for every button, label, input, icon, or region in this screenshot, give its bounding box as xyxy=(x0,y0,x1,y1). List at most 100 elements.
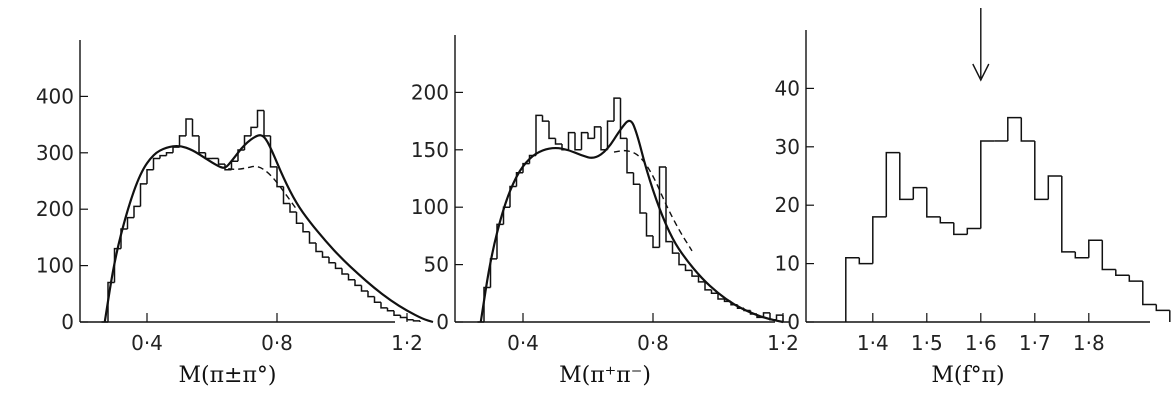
histogram-bin xyxy=(639,184,647,214)
histogram-bin xyxy=(113,247,121,283)
histogram-bin xyxy=(613,97,621,122)
histogram-bin xyxy=(230,160,238,170)
histogram-bin xyxy=(606,120,614,150)
histogram-bin xyxy=(980,140,995,229)
histogram-bin xyxy=(872,216,887,264)
histogram-bin xyxy=(341,268,349,275)
histogram-bin xyxy=(347,274,355,281)
panel-3: 0 10 20 30 40 1·4 1·5 1·6 1·7 1·8 M(f°π) xyxy=(775,8,1171,388)
histogram-bin xyxy=(172,146,180,153)
histogram-bin xyxy=(393,310,401,316)
background-curve xyxy=(218,165,298,210)
histogram-bin xyxy=(204,152,212,160)
histogram-bin xyxy=(671,241,679,254)
histogram-bin xyxy=(159,154,167,159)
histogram-bin xyxy=(483,286,491,322)
y-tick-label: 200 xyxy=(36,197,74,221)
histogram-bin xyxy=(1020,117,1035,142)
y-tick-label: 30 xyxy=(775,135,800,159)
histogram-bin xyxy=(354,279,362,287)
arrow-head xyxy=(972,63,990,82)
x-axis-title: M(π±π°) xyxy=(178,363,276,388)
histogram-bin xyxy=(1101,240,1116,271)
histogram-bin xyxy=(250,126,258,136)
histogram-bin xyxy=(198,135,206,154)
histogram-bin xyxy=(697,276,705,283)
histogram-bin xyxy=(308,231,316,244)
x-tick-label: 0·8 xyxy=(261,331,293,355)
histogram-bin xyxy=(1155,304,1170,312)
y-tick-label: 0 xyxy=(436,310,449,334)
histogram-bin xyxy=(775,314,783,320)
histogram-bin xyxy=(580,131,588,150)
x-tick-label: 1·4 xyxy=(857,331,889,355)
histogram-bin xyxy=(263,110,271,137)
x-tick-label: 1·5 xyxy=(911,331,943,355)
histogram-bin xyxy=(1128,275,1143,282)
histogram-bin xyxy=(953,222,968,236)
histogram-bin xyxy=(282,186,290,205)
y-tick-label: 200 xyxy=(411,80,449,104)
histogram-bin xyxy=(587,132,595,140)
histogram-bin xyxy=(966,227,981,235)
histogram-bin xyxy=(710,289,718,295)
fit-curve xyxy=(479,119,784,324)
histogram-bin xyxy=(373,296,381,304)
x-tick-label: 1·8 xyxy=(1073,331,1105,355)
histogram-bin xyxy=(1074,251,1089,259)
histogram-bin xyxy=(1115,269,1130,277)
histogram-bin xyxy=(1034,140,1049,201)
y-tick-label: 100 xyxy=(36,254,74,278)
histogram-bin xyxy=(665,167,673,243)
y-tick-label: 300 xyxy=(36,141,74,165)
histogram-bin xyxy=(120,228,128,249)
y-tick-label: 50 xyxy=(424,253,449,277)
histogram-bin xyxy=(1061,176,1076,253)
fit-curve xyxy=(103,134,434,324)
histogram-bin xyxy=(541,115,549,122)
histogram-bin xyxy=(276,166,284,188)
histogram-bin xyxy=(845,257,860,322)
x-axis-title: M(f°π) xyxy=(931,363,1004,388)
x-tick-label: 0·8 xyxy=(637,331,669,355)
histogram-bin xyxy=(1047,175,1062,200)
histogram-bin xyxy=(885,151,900,217)
histogram-bin xyxy=(912,186,927,200)
histogram-bin xyxy=(496,223,504,259)
histogram-bin xyxy=(185,118,193,136)
y-tick-label: 150 xyxy=(411,138,449,162)
histogram-bin xyxy=(600,126,608,151)
histogram-bin xyxy=(217,158,225,165)
histogram-bin xyxy=(107,281,115,322)
histogram-bin xyxy=(360,285,368,292)
histogram-bin xyxy=(399,315,407,319)
x-tick-label: 0·4 xyxy=(131,331,163,355)
histogram-bin xyxy=(858,257,873,265)
histogram-bin xyxy=(386,307,394,312)
histogram-bin xyxy=(522,162,530,173)
y-tick-label: 0 xyxy=(61,310,74,334)
histogram-bin xyxy=(321,251,329,258)
histogram-bin xyxy=(237,149,245,162)
histogram-bin xyxy=(165,152,173,156)
y-tick-label: 10 xyxy=(775,252,800,276)
background-curve xyxy=(613,149,693,252)
histogram xyxy=(845,116,1171,322)
histogram-bin xyxy=(619,98,627,140)
histogram-bin xyxy=(678,253,686,266)
histogram-bin xyxy=(178,135,186,148)
histogram-bin xyxy=(412,319,420,322)
x-tick-label: 1·2 xyxy=(767,331,799,355)
x-tick-label: 1·7 xyxy=(1019,331,1051,355)
histogram-bin xyxy=(152,157,160,170)
histogram-bin xyxy=(554,138,562,145)
x-tick-label: 0·4 xyxy=(507,331,539,355)
histogram-bin xyxy=(315,243,323,253)
histogram-bin xyxy=(762,312,770,318)
y-tick-label: 20 xyxy=(775,193,800,217)
histogram-bin xyxy=(567,131,575,150)
histogram-bin xyxy=(1142,281,1157,306)
x-axis-title: M(π⁺π⁻) xyxy=(559,363,651,388)
histogram xyxy=(477,97,790,323)
